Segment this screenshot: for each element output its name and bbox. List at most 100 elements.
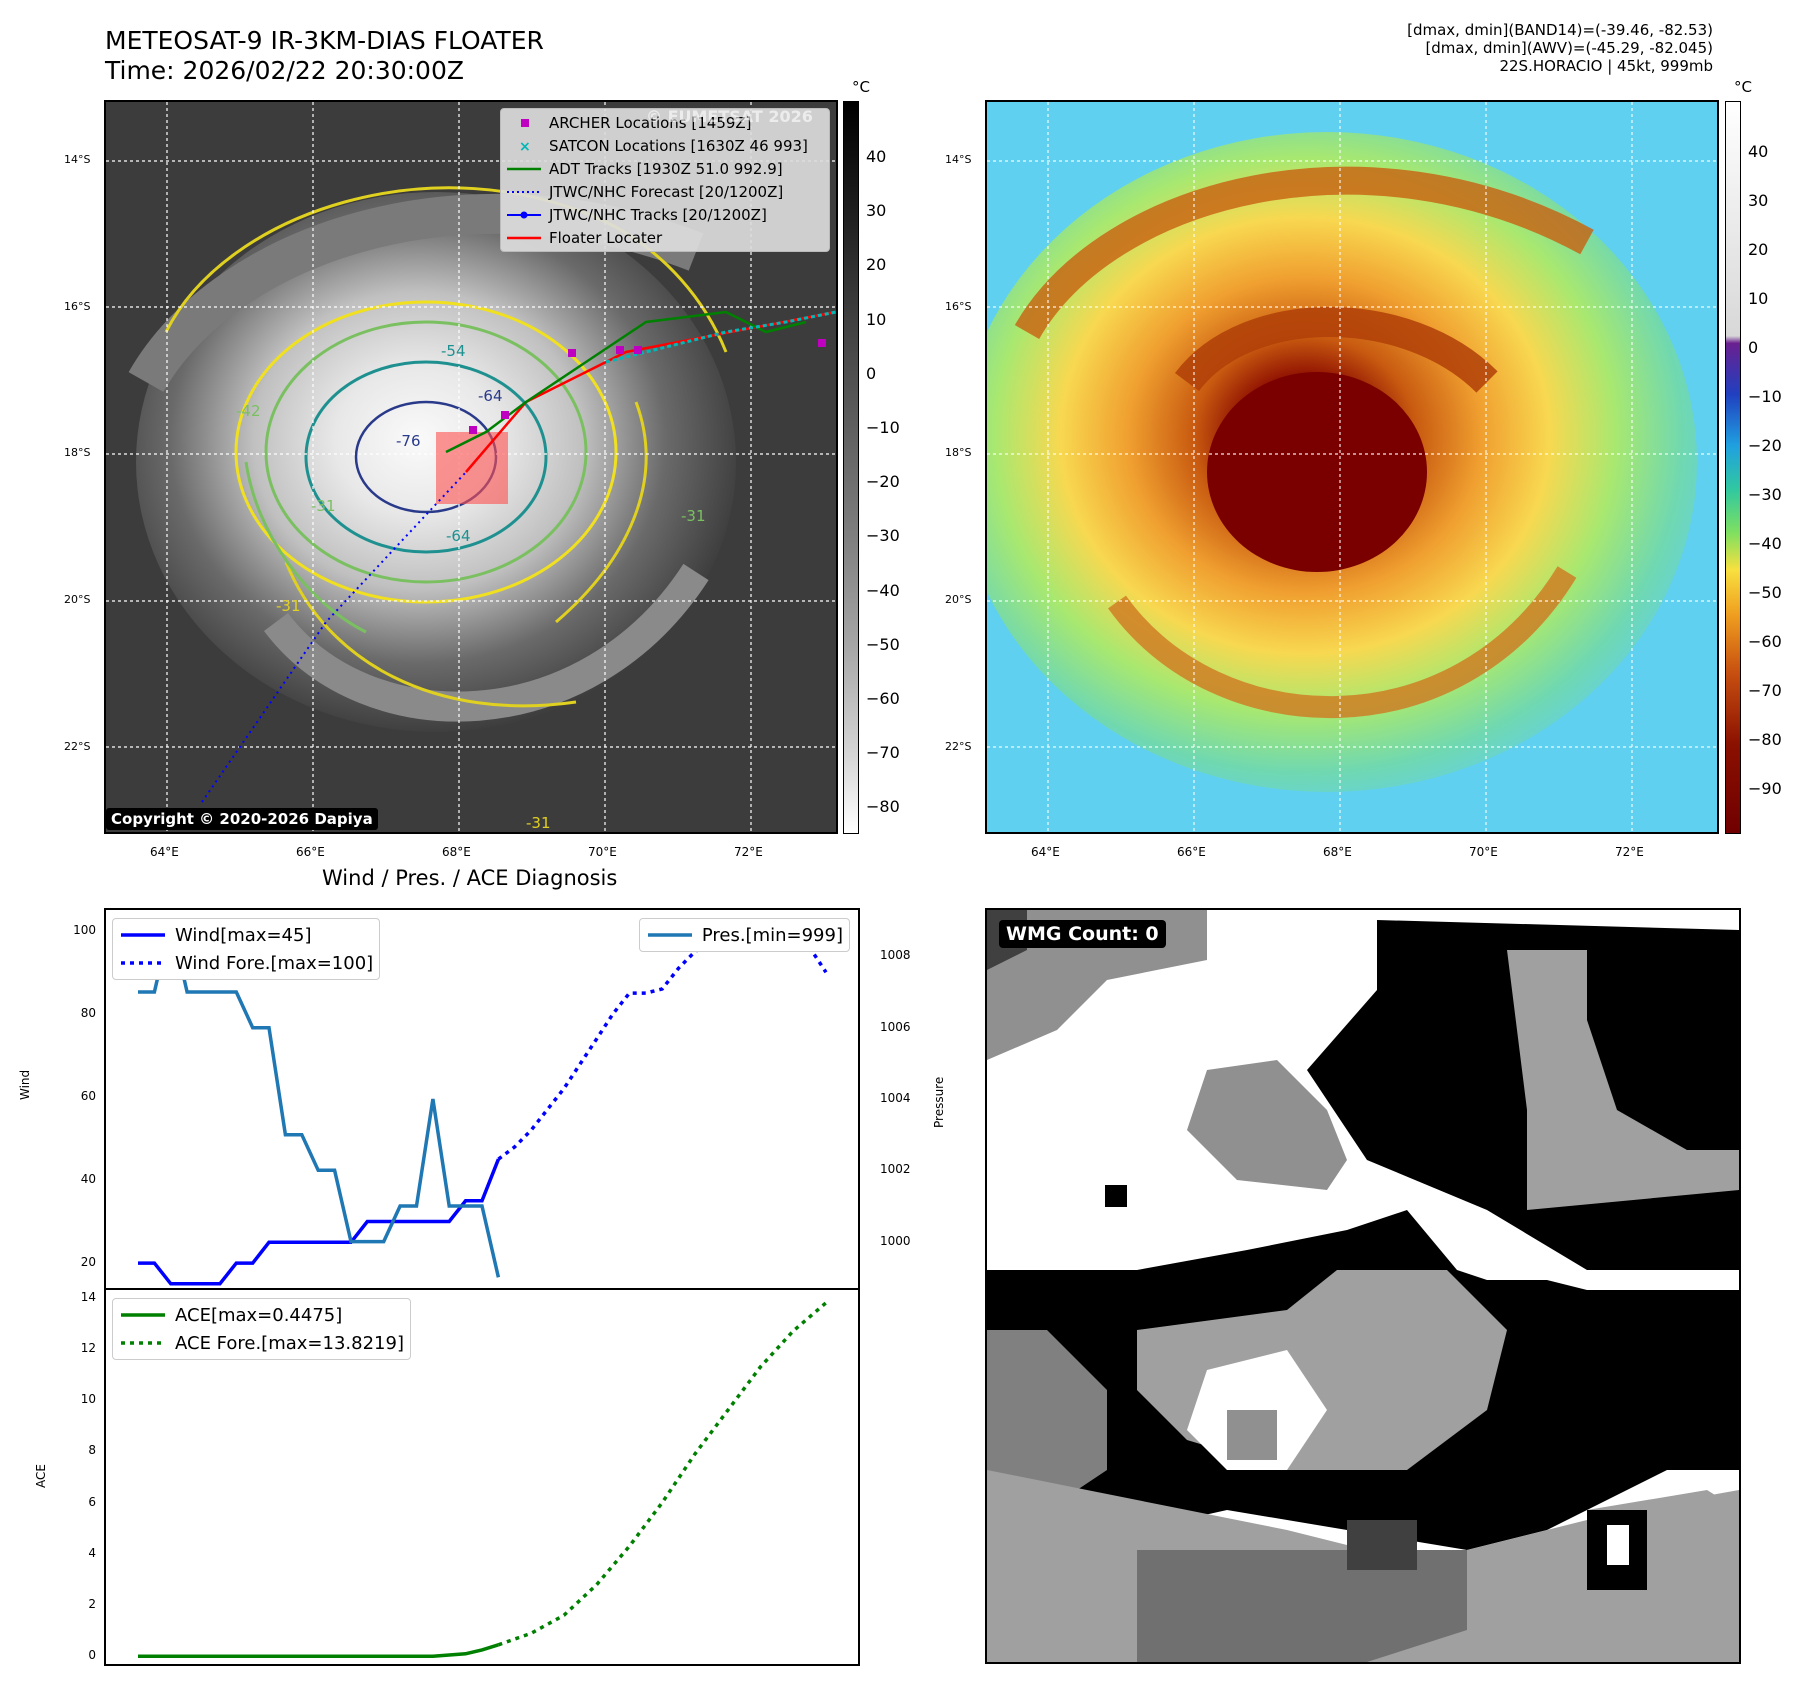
awv-lon-label: 70°E [1469, 845, 1498, 859]
pressure-line [138, 920, 501, 1278]
legend-pressure: Pres.[min=999] [646, 921, 843, 949]
ir-lon-label: 64°E [150, 845, 179, 859]
awv-lat-label: 22°S [945, 740, 972, 753]
awv-colorbar [1725, 101, 1741, 834]
wind-axis-tick: 80 [80, 1005, 96, 1020]
legend-satcon: × SATCON Locations [1630Z 46 993] [501, 134, 829, 157]
legend-adt: ADT Tracks [1930Z 51.0 992.9] [501, 157, 829, 180]
wind-axis-tick: 100 [73, 922, 96, 937]
ace-axis-tick: 6 [88, 1494, 96, 1509]
ir-colorbar-tick: 20 [866, 255, 887, 275]
ir-lon-label: 72°E [734, 845, 763, 859]
awv-colorbar-tick: −10 [1748, 387, 1782, 406]
eumetsat-watermark: © EUMETSAT 2026 [646, 107, 813, 126]
legend-wind-forecast-label: Wind Fore.[max=100] [175, 952, 374, 974]
wind-line [138, 1158, 501, 1286]
legend-ace-forecast: ACE Fore.[max=13.8219] [119, 1329, 404, 1357]
awv-colorbar-tick: −20 [1748, 436, 1782, 455]
awv-lon-label: 72°E [1615, 845, 1644, 859]
wind-legend: Wind[max=45] Wind Fore.[max=100] [112, 918, 381, 980]
ace-axis-tick: 14 [80, 1289, 96, 1304]
contour-label: -31 [276, 597, 301, 615]
contour-label: -64 [478, 387, 503, 405]
ir-colorbar-tick: −60 [866, 689, 900, 708]
ace-axis-tick: 2 [88, 1597, 96, 1612]
ir-lon-label: 68°E [442, 845, 471, 859]
contour-label: -42 [236, 402, 261, 420]
awv-colorbar-tick: −60 [1748, 632, 1782, 651]
legend-satcon-label: SATCON Locations [1630Z 46 993] [549, 136, 808, 155]
pressure-axis-tick: 1008 [880, 948, 911, 963]
ace-line [138, 1643, 499, 1659]
ace-axis-tick: 10 [80, 1392, 96, 1407]
info-storm: 22S.HORACIO | 45kt, 999mb [1499, 57, 1713, 75]
ir-colorbar-tick: −80 [866, 797, 900, 817]
contour-label: -64 [446, 527, 471, 545]
wmg-count-badge: WMG Count: 0 [999, 920, 1166, 948]
ace-axis-tick: 4 [88, 1545, 96, 1560]
ir-colorbar-tick: −70 [866, 743, 900, 763]
ace-plot [138, 1301, 828, 1659]
ir-lat-label: 18°S [64, 446, 91, 459]
ir-lat-label: 22°S [64, 740, 91, 753]
info-band14: [dmax, dmin](BAND14)=(-39.46, -82.53) [1407, 21, 1713, 39]
contour-label: -31 [311, 497, 336, 515]
ir-colorbar-tick: −50 [866, 634, 900, 654]
wmg-image [987, 910, 1739, 1662]
ir-colorbar-tick: −20 [866, 472, 900, 492]
chart-time: Time: 2026/02/22 20:30:00Z [105, 56, 464, 85]
ir-colorbar [843, 101, 859, 834]
awv-lat-label: 14°S [945, 153, 972, 166]
legend-jtwc-forecast-label: JTWC/NHC Forecast [20/1200Z] [549, 182, 784, 201]
legend-wind-label: Wind[max=45] [175, 924, 312, 946]
ace-axis-tick: 12 [80, 1340, 96, 1355]
wind-axis-tick: 40 [80, 1172, 96, 1186]
contour-label: -31 [526, 814, 551, 832]
ace-axis-tick: 0 [88, 1648, 96, 1663]
wind-axis-tick: 20 [80, 1255, 96, 1270]
wind-axis-tick: 60 [80, 1088, 96, 1103]
legend-adt-label: ADT Tracks [1930Z 51.0 992.9] [549, 159, 783, 178]
awv-lon-label: 66°E [1177, 845, 1206, 859]
ir-colorbar-tick: −10 [866, 418, 900, 437]
ir-colorbar-tick: −40 [866, 580, 900, 600]
copyright-badge: Copyright © 2020-2026 Dapiya [106, 808, 378, 830]
legend-floater: Floater Locater [501, 226, 829, 249]
ir-lat-label: 20°S [64, 593, 91, 606]
map-legend: ARCHER Locations [1459Z] × SATCON Locati… [500, 108, 830, 252]
diagnosis-title: Wind / Pres. / ACE Diagnosis [322, 866, 618, 890]
ir-lat-label: 16°S [64, 300, 91, 313]
ir-colorbar-tick: 30 [866, 201, 887, 221]
awv-lon-label: 64°E [1031, 845, 1060, 859]
awv-lon-label: 68°E [1323, 845, 1352, 859]
awv-satellite-map [985, 100, 1719, 834]
awv-lat-label: 18°S [945, 446, 972, 459]
awv-colorbar-tick: 0 [1748, 338, 1759, 357]
pressure-axis-label: Pressure [932, 1076, 946, 1128]
contour-label: -54 [441, 342, 466, 360]
pressure-legend: Pres.[min=999] [638, 918, 850, 952]
info-awv: [dmax, dmin](AWV)=(-45.29, -82.045) [1425, 39, 1713, 57]
ir-colorbar-tick: −30 [866, 526, 900, 546]
chart-title: METEOSAT-9 IR-3KM-DIAS FLOATER [105, 26, 544, 55]
legend-floater-label: Floater Locater [549, 228, 663, 247]
ir-colorbar-tick: 0 [866, 363, 877, 383]
wmg-panel: WMG Count: 0 [985, 908, 1741, 1664]
awv-colorbar-unit: °C [1734, 78, 1752, 96]
awv-colorbar-tick: −50 [1748, 583, 1782, 602]
awv-colorbar-tick: 10 [1748, 289, 1769, 308]
legend-pressure-label: Pres.[min=999] [701, 924, 843, 946]
pressure-axis-tick: 1006 [880, 1019, 911, 1034]
ir-lon-label: 70°E [588, 845, 617, 859]
legend-wind-forecast: Wind Fore.[max=100] [119, 949, 373, 977]
awv-colorbar-tick: −70 [1748, 681, 1782, 700]
legend-ace-forecast-label: ACE Fore.[max=13.8219] [175, 1332, 404, 1354]
contour-label: -76 [396, 432, 421, 450]
ir-colorbar-tick: 40 [866, 147, 887, 166]
contour-label: -31 [681, 507, 706, 525]
legend-archer: ARCHER Locations [1459Z] [501, 111, 829, 134]
legend-jtwc-forecast: JTWC/NHC Forecast [20/1200Z] [501, 180, 829, 203]
ir-lon-label: 66°E [296, 845, 325, 859]
awv-lat-label: 16°S [945, 300, 972, 313]
ir-lat-label: 14°S [64, 153, 91, 166]
